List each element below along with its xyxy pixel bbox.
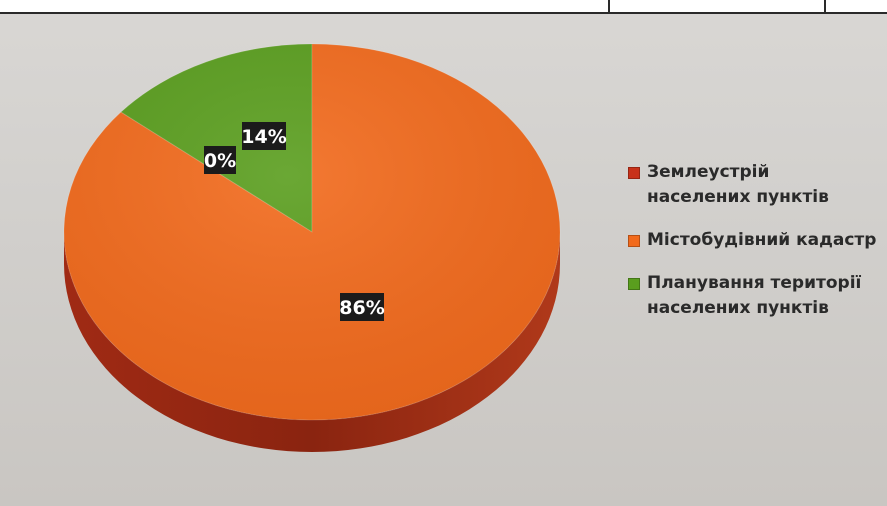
chart-legend: Землеустрій населених пунктів Містобудів… bbox=[628, 160, 878, 339]
table-edge bbox=[0, 0, 887, 14]
data-label-zemleustrii: 0% bbox=[204, 146, 236, 174]
legend-item-mistobudivnyi: Містобудівний кадастр bbox=[628, 228, 878, 253]
legend-swatch-red bbox=[628, 167, 640, 179]
data-label-box bbox=[204, 146, 236, 174]
data-label-box bbox=[340, 293, 384, 321]
legend-label: Планування території населених пунктів bbox=[647, 273, 862, 318]
legend-label: Землеустрій населених пунктів bbox=[647, 162, 829, 207]
data-label-text: 0% bbox=[204, 150, 236, 172]
data-label-text: 86% bbox=[339, 297, 384, 319]
data-label-planuvannia: 14% bbox=[241, 122, 287, 150]
data-label-box bbox=[242, 122, 286, 150]
legend-item-zemleustrii: Землеустрій населених пунктів bbox=[628, 160, 878, 210]
legend-label: Містобудівний кадастр bbox=[647, 230, 877, 250]
table-divider bbox=[824, 0, 826, 12]
legend-swatch-green bbox=[628, 278, 640, 290]
data-label-text: 14% bbox=[241, 126, 286, 148]
data-label-mistobudivnyi: 86% bbox=[339, 293, 385, 321]
table-divider bbox=[608, 0, 610, 12]
legend-swatch-orange bbox=[628, 235, 640, 247]
legend-item-planuvannia: Планування території населених пунктів bbox=[628, 271, 878, 321]
